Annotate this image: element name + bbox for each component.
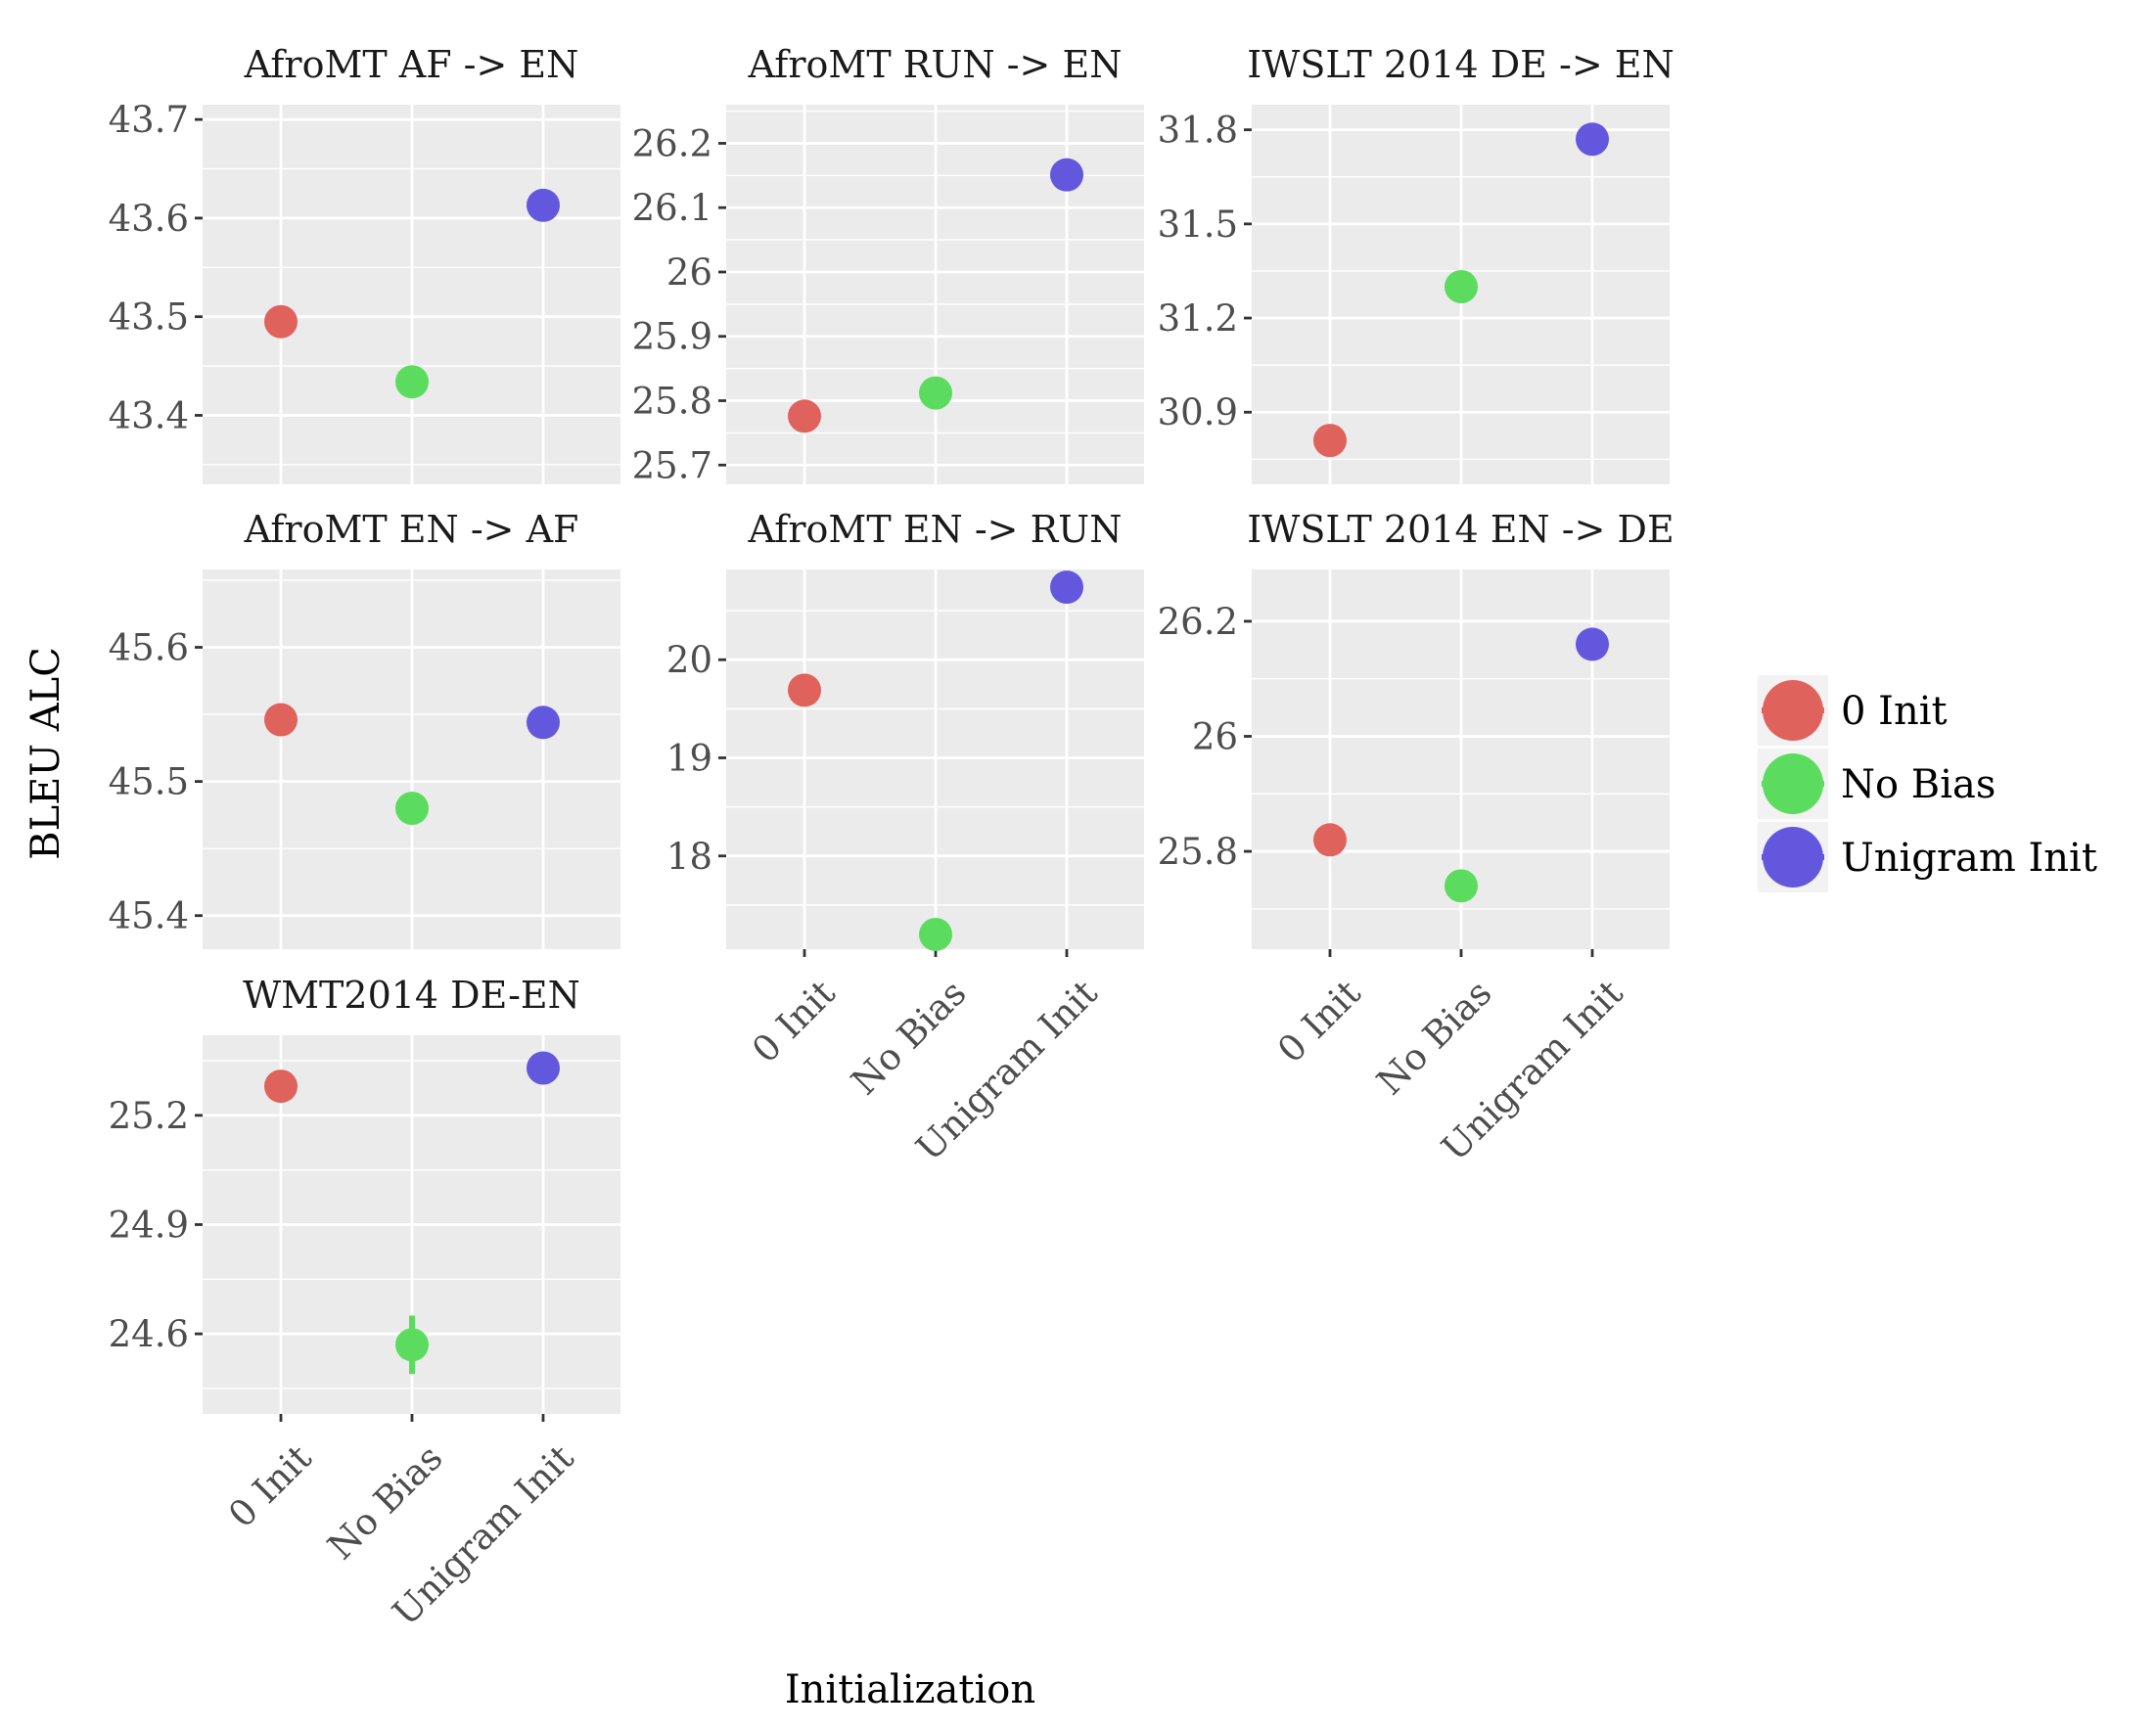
facet-panel: AfroMT RUN -> EN 25.7 25.8 25.9 26 26.1 26.2 <box>632 43 1144 486</box>
y-tick-label: 43.7 <box>109 99 189 141</box>
y-tick-label: 31.2 <box>1158 297 1238 340</box>
facet-title: AfroMT EN -> AF <box>244 508 579 551</box>
legend-key-swatch <box>1763 680 1823 741</box>
facet-title: IWSLT 2014 DE -> EN <box>1247 43 1674 86</box>
y-tick-label: 18 <box>666 836 712 878</box>
legend: 0 Init No Bias Unigram Init <box>1758 675 2097 892</box>
x-tick-label: 0 Init <box>220 1436 320 1536</box>
y-tick-label: 26.2 <box>1158 601 1238 643</box>
data-point <box>1313 424 1347 458</box>
data-point <box>1313 823 1347 857</box>
data-point <box>395 1328 429 1362</box>
data-point <box>919 917 952 951</box>
x-tick-label: No Bias <box>1369 972 1500 1103</box>
data-point <box>788 673 821 707</box>
data-point <box>1576 122 1609 157</box>
data-point <box>1050 158 1083 192</box>
x-tick-label: 0 Init <box>744 972 844 1071</box>
data-point <box>527 1051 560 1085</box>
data-point <box>527 188 560 222</box>
y-tick-label: 43.4 <box>109 394 189 436</box>
data-point <box>264 703 298 737</box>
y-tick-label: 31.5 <box>1158 204 1238 246</box>
y-tick-label: 43.5 <box>109 296 189 339</box>
y-tick-label: 25.9 <box>632 316 712 358</box>
facet-title: WMT2014 DE-EN <box>243 974 580 1017</box>
facet-panels: AfroMT AF -> EN 43.4 43.5 43.6 43.7 AfroMT RU… <box>109 43 1674 1634</box>
data-point <box>1576 627 1609 661</box>
legend-key-swatch <box>1763 827 1823 888</box>
facet-title: AfroMT AF -> EN <box>244 43 579 86</box>
y-tick-label: 25.8 <box>632 381 712 423</box>
y-tick-label: 30.9 <box>1158 391 1238 433</box>
y-tick-label: 20 <box>666 639 712 681</box>
y-tick-label: 25.2 <box>109 1095 189 1137</box>
y-tick-label: 25.8 <box>1158 831 1238 873</box>
y-tick-label: 26 <box>666 251 712 294</box>
y-tick-label: 24.9 <box>109 1205 189 1247</box>
data-point <box>1050 570 1083 605</box>
data-point <box>395 792 429 826</box>
y-tick-label: 25.7 <box>632 444 712 486</box>
legend-label: No Bias <box>1841 762 1995 807</box>
data-point <box>919 376 952 410</box>
legend-label: Unigram Init <box>1841 836 2097 881</box>
data-point <box>527 706 560 740</box>
y-tick-label: 45.4 <box>109 895 189 937</box>
facet-panel: IWSLT 2014 EN -> DE 25.8 26 26.2 0 Init No Bi… <box>1158 508 1674 1169</box>
y-tick-label: 31.8 <box>1158 110 1238 152</box>
x-tick-label: No Bias <box>320 1436 451 1568</box>
facet-title: AfroMT EN -> RUN <box>748 508 1123 551</box>
y-tick-label: 26.2 <box>632 122 712 164</box>
y-tick-label: 26 <box>1192 715 1238 757</box>
legend-label: 0 Init <box>1841 689 1948 734</box>
y-tick-label: 24.6 <box>109 1313 189 1355</box>
y-tick-label: 43.6 <box>109 198 189 240</box>
data-point <box>264 1070 298 1104</box>
facet-title: IWSLT 2014 EN -> DE <box>1247 508 1674 551</box>
y-tick-label: 45.5 <box>109 761 189 803</box>
legend-key-swatch <box>1763 753 1823 814</box>
y-tick-label: 19 <box>666 737 712 779</box>
data-point <box>788 399 821 433</box>
y-tick-label: 45.6 <box>109 627 189 669</box>
data-point <box>1445 869 1478 903</box>
facet-panel: AfroMT AF -> EN 43.4 43.5 43.6 43.7 <box>109 43 620 484</box>
data-point <box>395 365 429 399</box>
y-tick-label: 26.1 <box>632 187 712 229</box>
facet-panel: AfroMT EN -> AF 45.4 45.5 45.6 <box>109 508 620 949</box>
data-point <box>1445 269 1478 303</box>
x-tick-label: 0 Init <box>1269 972 1369 1071</box>
x-tick-label: No Bias <box>844 972 975 1103</box>
data-point <box>264 304 298 339</box>
facet-title: AfroMT RUN -> EN <box>748 43 1123 86</box>
facet-panel: IWSLT 2014 DE -> EN 30.9 31.2 31.5 31.8 <box>1158 43 1674 484</box>
y-axis-title: BLEU ALC <box>23 647 69 860</box>
x-axis-title: Initialization <box>785 1667 1035 1712</box>
